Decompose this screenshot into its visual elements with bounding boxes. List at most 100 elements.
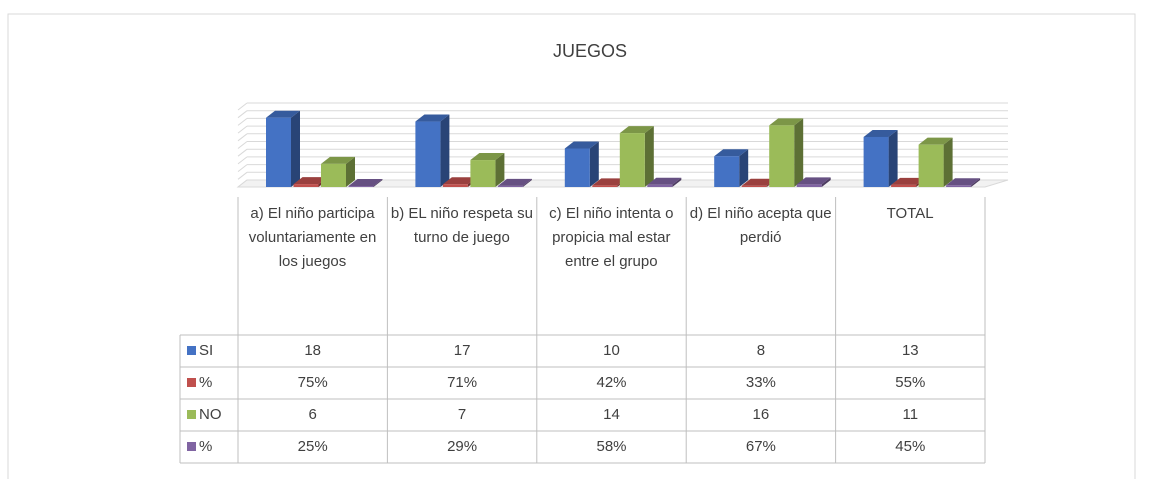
- bar-front: [321, 163, 346, 187]
- bar: [619, 126, 654, 187]
- bar-top: [592, 178, 627, 186]
- bar-top: [564, 141, 599, 149]
- bar-top: [946, 178, 981, 186]
- bar-side: [589, 141, 599, 187]
- legend-label: NO: [199, 406, 222, 423]
- table-value: 42%: [596, 374, 626, 391]
- bar-front: [918, 144, 944, 187]
- table-value: 58%: [596, 438, 626, 455]
- bar-side: [888, 129, 898, 187]
- category-label: d) El niño acepta que perdió: [689, 205, 832, 246]
- table-value: 29%: [447, 438, 477, 455]
- bar: [946, 178, 981, 187]
- bar: [564, 141, 599, 187]
- table-value: 14: [603, 406, 620, 423]
- legend-key: [187, 442, 196, 451]
- bar-side: [495, 153, 505, 187]
- bar: [863, 129, 898, 187]
- bar-front: [796, 184, 822, 187]
- bar: [321, 156, 355, 187]
- grid-line-side: [237, 110, 248, 119]
- bar-top: [769, 118, 804, 126]
- bar-top: [714, 149, 749, 157]
- table-value: 71%: [447, 374, 477, 391]
- bar-side: [346, 156, 355, 187]
- table-value: 67%: [746, 438, 776, 455]
- table-value: 17: [454, 342, 471, 359]
- bar: [796, 177, 831, 187]
- bar-side: [440, 114, 450, 187]
- bar-side: [672, 177, 682, 187]
- bar: [769, 118, 804, 187]
- bar-top: [293, 177, 328, 185]
- bar-front: [619, 133, 645, 187]
- table-value: 25%: [298, 438, 328, 455]
- bar-front: [946, 185, 972, 187]
- table-value: 75%: [298, 374, 328, 391]
- bar-top: [470, 153, 505, 161]
- bar-top: [321, 156, 355, 164]
- bar-side: [522, 178, 532, 187]
- grid-line-side: [237, 102, 248, 111]
- legend-label: %: [199, 438, 212, 455]
- grid-line-side: [237, 133, 248, 142]
- bar-side: [971, 178, 981, 187]
- table-value: 7: [458, 406, 466, 423]
- legend-key: [187, 410, 196, 419]
- bar-side: [821, 177, 831, 187]
- bar-top: [796, 177, 831, 185]
- table-value: 18: [304, 342, 321, 359]
- legend-key: [187, 346, 196, 355]
- bar-front: [647, 184, 673, 187]
- table-value: 6: [309, 406, 317, 423]
- bar-top: [442, 177, 477, 185]
- bar-side: [291, 110, 300, 187]
- bar-front: [891, 184, 917, 187]
- bar: [266, 110, 300, 187]
- bar-front: [497, 185, 523, 187]
- bar-top: [863, 129, 898, 137]
- table-value: 10: [603, 342, 620, 359]
- bar-side: [373, 179, 383, 187]
- grid-line-side: [237, 164, 248, 172]
- bar-front: [442, 184, 468, 187]
- bar: [918, 137, 953, 187]
- category-label: a) El niño participa voluntariamente en …: [248, 205, 377, 270]
- bar-top: [266, 110, 300, 118]
- table-value: 11: [903, 406, 919, 423]
- table-value: 8: [757, 342, 765, 359]
- bar: [415, 114, 450, 187]
- bar-side: [644, 126, 654, 187]
- bar-top: [348, 179, 383, 187]
- grid-line-side: [237, 118, 248, 126]
- bar: [714, 149, 749, 187]
- bar-side: [739, 149, 749, 187]
- table-value: 16: [753, 406, 770, 423]
- bar: [497, 178, 532, 187]
- chart-title: JUEGOS: [553, 41, 627, 61]
- bar-front: [266, 117, 291, 187]
- grid-line-side: [237, 148, 248, 157]
- grid-line-side: [237, 171, 248, 180]
- bar: [647, 177, 682, 187]
- category-label: c) El niño intenta o propicia mal estar …: [549, 205, 674, 270]
- bar-side: [794, 118, 804, 187]
- table-value: 55%: [895, 374, 925, 391]
- legend-key: [187, 378, 196, 387]
- category-label: TOTAL: [886, 205, 934, 222]
- bar-front: [470, 160, 496, 187]
- bar-front: [564, 148, 590, 187]
- bar-front: [348, 186, 374, 187]
- bar-side: [943, 137, 953, 187]
- bar-top: [891, 177, 926, 185]
- grid-line-side: [237, 156, 248, 165]
- table-value: 45%: [895, 438, 925, 455]
- category-label: b) EL niño respeta su turno de juego: [390, 205, 533, 246]
- bar-front: [863, 136, 889, 187]
- bar-top: [918, 137, 953, 145]
- chart-border: [7, 13, 1136, 479]
- bar-top: [497, 178, 532, 186]
- grid-line-side: [237, 125, 248, 134]
- bar-front: [415, 121, 441, 187]
